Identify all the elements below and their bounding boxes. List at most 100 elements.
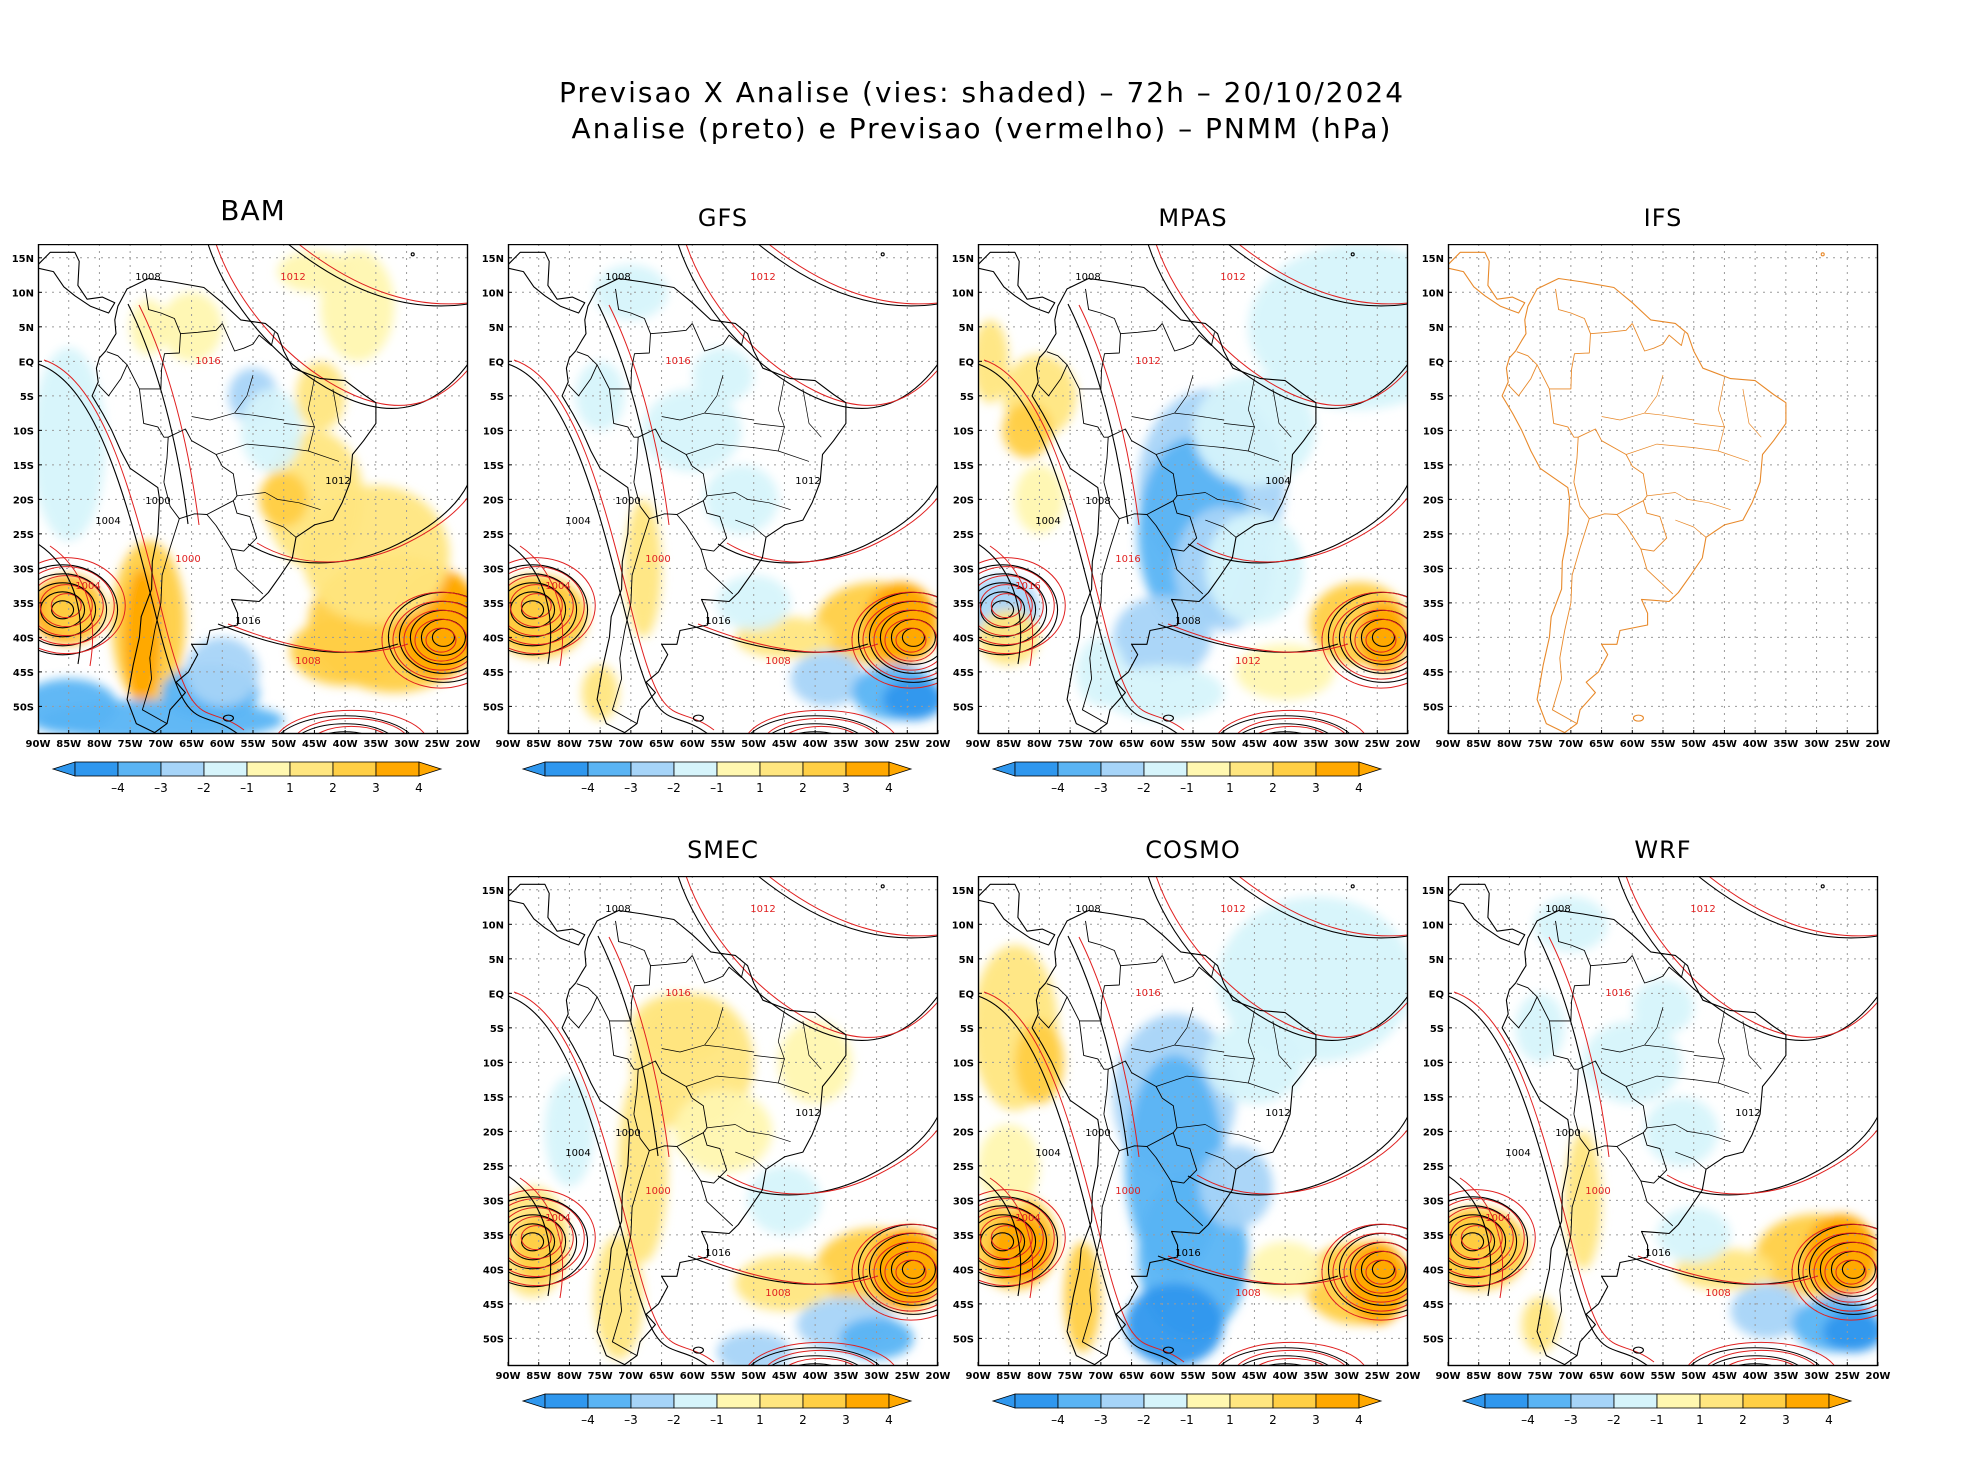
lon-tick-label: 40W: [1743, 1371, 1768, 1382]
lat-tick-label: 30S: [483, 1196, 504, 1207]
colorbar-tick-label: –2: [667, 1413, 681, 1427]
lat-tick-label: 10N: [482, 288, 504, 299]
lon-tick-label: 45W: [1712, 739, 1737, 750]
contour-label: 1016: [665, 988, 690, 999]
contour-label: 1008: [765, 656, 790, 667]
contour-label: 1000: [615, 1128, 640, 1139]
lat-tick-label: 45S: [953, 668, 974, 679]
lon-tick-label: 75W: [1528, 739, 1553, 750]
lat-tick-label: 20S: [1423, 495, 1444, 506]
lat-tick-label: 10N: [952, 288, 974, 299]
contour-label: 1000: [175, 554, 200, 565]
contour-label: 1000: [645, 554, 670, 565]
lat-tick-label: 15N: [482, 886, 504, 897]
colorbar-tick-label: 3: [1312, 1413, 1320, 1427]
map-figure: 15N 10N 5N EQ 5S 10S 15S 20S 25S 30S 35S 40S 45S 50S 9…: [1422, 244, 1891, 750]
contour-label: 1016: [1135, 988, 1160, 999]
lon-tick-label: 50W: [271, 739, 296, 750]
lat-tick-label: 15S: [953, 1093, 974, 1104]
panel-title: SMEC: [687, 836, 759, 864]
lon-tick-label: 30W: [1804, 1371, 1829, 1382]
lon-tick-label: 25W: [1365, 1371, 1390, 1382]
axis-labels: 15N 10N 5N EQ 5S 10S 15S 20S 25S 30S 35S 40S 45S 50S 9…: [952, 254, 1421, 750]
lon-tick-label: 25W: [895, 1371, 920, 1382]
lat-tick-label: 10S: [483, 426, 504, 437]
lat-tick-label: 5N: [959, 955, 974, 966]
lat-tick-label: 5S: [490, 1024, 504, 1035]
contour-label: 1004: [565, 516, 590, 527]
contour-label: 1012: [795, 1108, 820, 1119]
lat-tick-label: 5N: [1429, 955, 1444, 966]
lon-tick-label: 65W: [1589, 1371, 1614, 1382]
lon-tick-label: 50W: [1211, 1371, 1236, 1382]
graticule: [38, 244, 468, 734]
lon-tick-label: 90W: [1436, 1371, 1461, 1382]
isobars: [38, 244, 468, 734]
lon-tick-label: 55W: [711, 739, 736, 750]
isobars: [508, 876, 938, 1366]
panel-mpas: MPAS 1008 1012 1004 1016 1008 1012 1004 1016 1008…: [952, 190, 1468, 800]
lat-tick-label: 35S: [953, 1231, 974, 1242]
map-figure: 1008 1012 1004 1000 1016 1008 1012 1004 1000 1016…: [1422, 876, 1891, 1427]
contour-label: 1008: [1075, 272, 1100, 283]
contour-label: 1012: [795, 476, 820, 487]
lon-tick-label: 30W: [394, 739, 419, 750]
colorbar-tick-label: 4: [885, 1413, 893, 1427]
colorbar-tick-label: 1: [756, 1413, 764, 1427]
lat-tick-label: 35S: [1423, 1231, 1444, 1242]
lon-tick-label: 80W: [557, 1371, 582, 1382]
lon-tick-label: 20W: [926, 739, 951, 750]
lat-tick-label: 30S: [483, 564, 504, 575]
lat-tick-label: 35S: [1423, 599, 1444, 610]
colorbar-tick-label: –2: [667, 781, 681, 795]
lon-tick-label: 85W: [526, 1371, 551, 1382]
lat-tick-label: 35S: [483, 599, 504, 610]
colorbar-tick-label: 3: [1782, 1413, 1790, 1427]
coastline: [978, 251, 1355, 734]
colorbar-tick-label: –4: [581, 781, 595, 795]
lon-tick-label: 20W: [1866, 739, 1891, 750]
axis-labels: 15N 10N 5N EQ 5S 10S 15S 20S 25S 30S 35S 40S 45S 50S 9…: [1422, 886, 1891, 1382]
lat-tick-label: 45S: [1423, 1300, 1444, 1311]
lat-tick-label: 20S: [1423, 1127, 1444, 1138]
lon-tick-label: 75W: [1528, 1371, 1553, 1382]
colorbar-tick-label: –4: [111, 781, 125, 795]
lon-tick-label: 70W: [618, 1371, 643, 1382]
lat-tick-label: EQ: [489, 989, 504, 1000]
lat-tick-label: 40S: [13, 633, 34, 644]
lon-tick-label: 35W: [363, 739, 388, 750]
colorbar: –4 –3 –2 –1 1 2 3 4: [51, 761, 443, 795]
lon-tick-label: 80W: [1497, 1371, 1522, 1382]
colorbar-tick-label: 1: [1226, 781, 1234, 795]
contour-label: 1008: [765, 1288, 790, 1299]
lat-tick-label: 10S: [953, 1058, 974, 1069]
lat-tick-label: 35S: [13, 599, 34, 610]
lat-tick-label: 15S: [483, 461, 504, 472]
lon-tick-label: 30W: [864, 739, 889, 750]
map-figure: 1008 1012 1004 1000 1016 1008 1012 1004 1000 1016…: [482, 876, 951, 1427]
lat-tick-label: 15S: [953, 461, 974, 472]
lon-tick-label: 20W: [926, 1371, 951, 1382]
lat-tick-label: 25S: [13, 530, 34, 541]
lat-tick-label: 40S: [1423, 633, 1444, 644]
lat-tick-label: EQ: [959, 989, 974, 1000]
contour-label: 1012: [750, 904, 775, 915]
isobars: [978, 876, 1408, 1366]
panel-wrf: WRF 1008 1012 1004 1000 1016 1008 1012 1004 1000 1…: [1422, 822, 1938, 1432]
colorbar: –4 –3 –2 –1 1 2 3 4: [991, 1393, 1383, 1427]
axis-labels: 15N 10N 5N EQ 5S 10S 15S 20S 25S 30S 35S 40S 45S 50S 9…: [482, 886, 951, 1382]
lon-tick-label: 85W: [1466, 1371, 1491, 1382]
panel-title: BAM: [220, 194, 286, 227]
lat-tick-label: 35S: [483, 1231, 504, 1242]
lat-tick-label: 15N: [1422, 254, 1444, 265]
colorbar-tick-label: 4: [1355, 781, 1363, 795]
lon-tick-label: 65W: [179, 739, 204, 750]
contour-label: 1008: [1085, 496, 1110, 507]
colorbar-tick-label: 4: [415, 781, 423, 795]
graticule: [1448, 876, 1878, 1366]
colorbar: –4 –3 –2 –1 1 2 3 4: [991, 761, 1383, 795]
lon-tick-label: 55W: [1651, 1371, 1676, 1382]
lat-tick-label: 5S: [960, 1024, 974, 1035]
lon-tick-label: 80W: [1027, 1371, 1052, 1382]
lat-tick-label: EQ: [489, 357, 504, 368]
